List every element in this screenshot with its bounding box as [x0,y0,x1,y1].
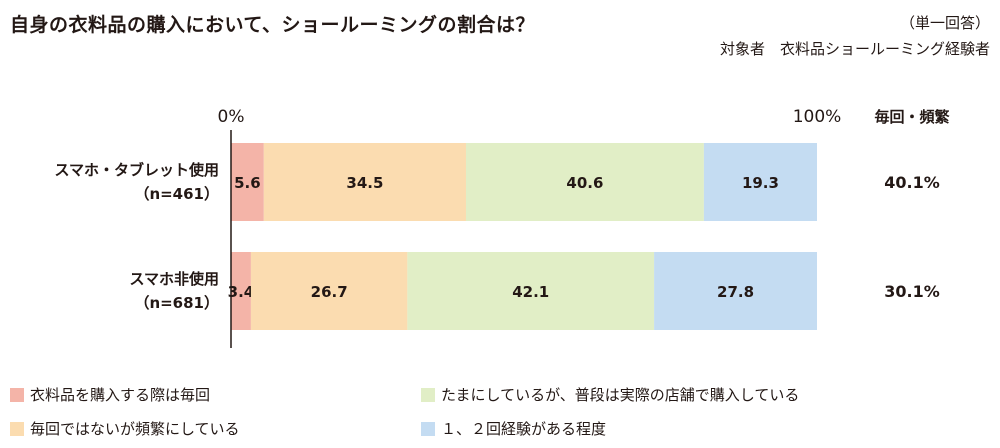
answer-type-label: （単一回答） [899,14,990,32]
x-tick-label-100: 100% [793,107,842,127]
legend-item-3: １、２回経験がある程度 [421,418,606,439]
x-tick-label-0: 0% [218,107,245,127]
bar-segment-r0-s2 [465,143,704,221]
summary-header: 毎回・頻繁 [874,108,950,126]
bar-segment-r1-s3 [654,252,817,330]
legend-swatch-1 [10,421,24,436]
legend-label-0: 衣料品を購入する際は毎回 [30,386,211,404]
bar-segment-r0-s1 [263,143,466,221]
page-title: 自身の衣料品の購入において、ショールーミングの割合は？ [10,14,535,36]
category-n-0: （n=461） [134,185,219,203]
category-label-0: スマホ・タブレット使用 [54,161,219,179]
legend-item-1: 毎回ではないが頻繁にしている [10,418,240,439]
bar-segment-r0-s0 [231,143,264,221]
data-label-r0-s3: 19.3 [742,174,779,192]
data-label-r0-s0: 5.6 [234,174,261,192]
legend-item-0: 衣料品を購入する際は毎回 [10,384,210,405]
legend-label-1: 毎回ではないが頻繁にしている [30,420,240,438]
data-label-r1-s1: 26.7 [311,283,348,301]
data-label-r0-s1: 34.5 [346,174,383,192]
legend-swatch-2 [421,387,435,402]
category-label-1: スマホ非使用 [129,270,219,288]
bar-segment-r0-s3 [703,143,817,221]
legend-label-2: たまにしているが、普段は実際の店舗で購入している [441,386,800,404]
legend-item-2: たまにしているが、普段は実際の店舗で購入している [421,384,799,405]
data-label-r0-s2: 40.6 [566,174,603,192]
legend-swatch-3 [421,421,435,436]
legend-swatch-0 [10,387,24,402]
legend-label-3: １、２回経験がある程度 [441,420,607,438]
category-n-1: （n=681） [134,294,219,312]
survey-meta: （単一回答） 対象者 衣料品ショールーミング経験者 [720,10,990,62]
bar-segment-r1-s2 [407,252,655,330]
bar-segment-r1-s0 [231,252,251,330]
respondents-label: 対象者 衣料品ショールーミング経験者 [719,40,990,58]
bar-segment-r1-s1 [250,252,408,330]
data-label-r1-s3: 27.8 [717,283,754,301]
data-label-r1-s2: 42.1 [512,283,549,301]
summary-value-0: 40.1% [884,173,940,192]
data-label-r1-s0: 3.4 [228,283,255,301]
summary-value-1: 30.1% [884,282,940,301]
